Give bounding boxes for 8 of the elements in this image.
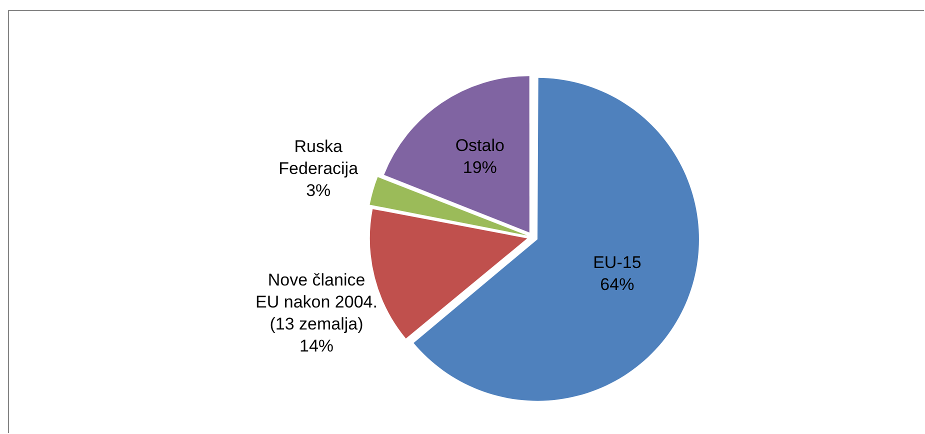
slice-label: Nove članice EU nakon 2004. (13 zemalja)	[256, 270, 378, 334]
data-label: 14%	[299, 336, 334, 356]
data-label: 64%	[600, 275, 634, 294]
slice-label: EU-15	[593, 253, 642, 272]
data-label: 3%	[306, 180, 331, 200]
data-label: 19%	[462, 158, 497, 177]
slice-label: Ostalo	[455, 136, 504, 155]
slice-label: Ruska Federacija	[278, 136, 359, 178]
